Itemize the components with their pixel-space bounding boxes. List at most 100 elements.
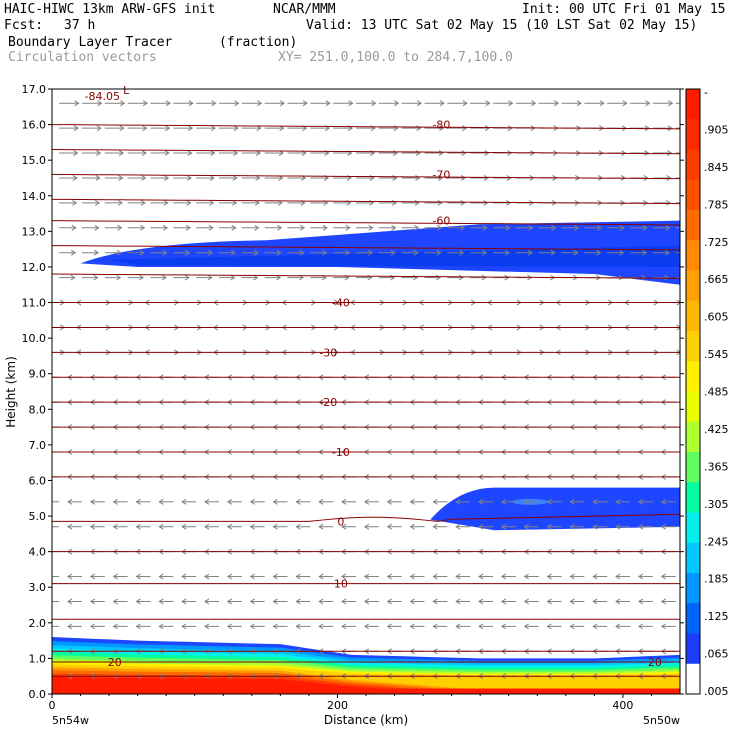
wind-vector-head: [592, 623, 598, 630]
wind-vector-head: [71, 224, 77, 231]
mid-tracer-layer: [430, 487, 680, 531]
wind-vector-head: [386, 598, 392, 605]
wind-vector-head: [234, 100, 240, 107]
wind-vector-head: [439, 125, 445, 132]
wind-vector-head: [299, 249, 305, 256]
colorbar-label: .785: [704, 198, 729, 211]
wind-vector-head: [112, 573, 118, 580]
colorbar-label: -: [704, 86, 708, 99]
wind-vector-head: [141, 175, 147, 181]
wind-vector-head: [414, 224, 420, 231]
wind-vector-head: [253, 274, 259, 281]
wind-vector-head: [390, 249, 396, 256]
wind-vector-head: [89, 573, 96, 580]
wind-vector-head: [95, 175, 101, 181]
wind-vector-head: [249, 623, 255, 630]
wind-vector-head: [592, 598, 598, 605]
wind-vector-head: [116, 249, 122, 256]
wind-vector-head: [249, 598, 255, 605]
wind-vector-head: [363, 523, 370, 530]
y-tick-label: 5.0: [29, 510, 47, 523]
wind-vector-head: [415, 150, 421, 156]
wind-vector-head: [135, 573, 141, 580]
temperature-contour: [52, 273, 680, 279]
wind-vector-head: [186, 199, 192, 206]
wind-vector-head: [185, 224, 191, 231]
wind-vector-head: [432, 573, 438, 580]
wind-vector-head: [415, 175, 421, 181]
wind-vector-head: [158, 623, 164, 630]
forecast-label: Fcst:: [4, 18, 44, 33]
wind-vector-head: [505, 224, 511, 231]
wind-vector-head: [478, 498, 484, 505]
wind-vector-head: [615, 498, 621, 505]
wind-vector-head: [592, 523, 598, 530]
wind-vector-head: [249, 523, 255, 530]
wind-vector-head: [209, 199, 215, 206]
wind-vector-head: [436, 249, 442, 256]
wind-vector-head: [96, 125, 102, 132]
wind-vector-head: [481, 274, 487, 281]
wind-vector-head: [112, 623, 118, 630]
wind-vector-head: [165, 125, 171, 132]
temperature-contour: [52, 245, 680, 251]
x-axis: 0 200 400: [49, 694, 652, 712]
wind-vector-head: [546, 523, 552, 530]
colorbar-swatch: [686, 391, 700, 423]
wind-vector-head: [666, 175, 672, 181]
valid-time: Valid: 13 UTC Sat 02 May 15 (10 LST Sat …: [306, 18, 698, 33]
colorbar-swatch: [686, 300, 700, 332]
wind-vector-head: [208, 249, 214, 256]
wind-vector-head: [409, 623, 415, 630]
wind-vector-head: [386, 523, 392, 530]
wind-vector-head: [210, 150, 216, 156]
colorbar-swatch: [686, 421, 700, 453]
wind-vector-head: [363, 623, 370, 630]
wind-vector-head: [140, 199, 146, 206]
contour-label: -10: [332, 446, 350, 459]
wind-vector-head: [619, 249, 625, 256]
wind-vector-head: [135, 523, 141, 530]
wind-vector-head: [295, 598, 301, 605]
wind-vector-head: [660, 598, 666, 605]
wind-vector-head: [409, 498, 415, 505]
wind-vector-head: [523, 523, 529, 530]
tracer-fill-layer: [52, 220, 680, 694]
wind-vector-head: [345, 249, 351, 256]
wind-vector-head: [386, 623, 392, 630]
wind-vector-head: [112, 498, 118, 505]
wind-vector-head: [483, 199, 489, 206]
wind-vector-head: [207, 274, 213, 281]
wind-vector-head: [432, 523, 438, 530]
wind-vector-head: [569, 623, 575, 630]
y-tick-label: 16.0: [22, 119, 47, 132]
wind-vector-head: [371, 100, 377, 107]
y-tick-label: 3.0: [29, 581, 47, 594]
y-tick-label: 17.0: [22, 83, 47, 96]
wind-vector-head: [254, 224, 260, 231]
wind-vector-head: [231, 199, 238, 206]
wind-vector-head: [140, 224, 146, 231]
wind-vector-head: [599, 100, 605, 107]
colorbar-label: .425: [704, 423, 729, 436]
colorbar-swatch: [686, 119, 700, 150]
temperature-contour: [52, 513, 680, 522]
colorbar-label: .845: [704, 161, 729, 174]
wind-vector-head: [637, 523, 644, 530]
wind-vector-head: [210, 125, 217, 132]
wind-vector-head: [120, 100, 126, 107]
forecast-hour: 37 h: [64, 18, 96, 33]
wind-vector-head: [478, 623, 484, 630]
wind-vector-head: [455, 523, 461, 530]
field-name: Boundary Layer Tracer: [8, 35, 173, 50]
wind-vector-head: [89, 598, 96, 605]
temperature-contour: [52, 173, 680, 180]
wind-vector-head: [322, 249, 328, 256]
y-tick-label: 15.0: [22, 154, 47, 167]
contour-low-marker: L: [123, 84, 130, 97]
wind-vector-head: [181, 598, 187, 605]
wind-vector-head: [45, 425, 49, 430]
colorbar: - .905 .845 .785 .725 .665 .605 .545 .485 .425 .36…: [685, 86, 729, 698]
wind-vector-head: [523, 498, 529, 505]
